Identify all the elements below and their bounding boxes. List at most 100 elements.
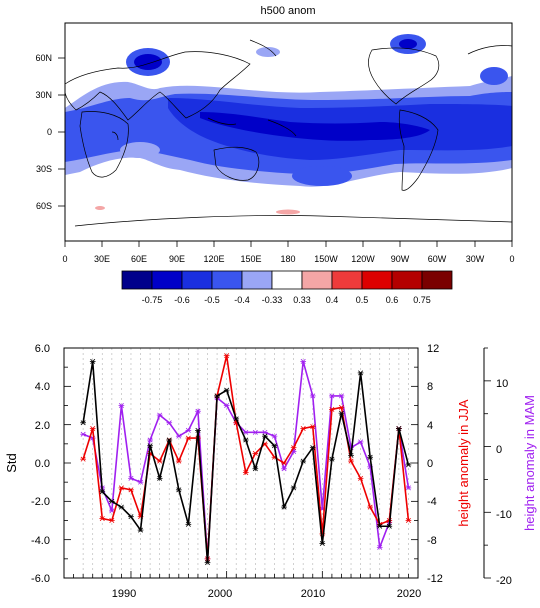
map-lon-tickmarks [64, 241, 513, 247]
data-point-red [118, 485, 125, 491]
data-point-red [80, 456, 86, 462]
coastlines [65, 39, 512, 227]
lat-tick-label: 60N [35, 53, 52, 63]
data-point-black [281, 504, 287, 510]
data-point-purple [262, 429, 268, 435]
data-point-purple [242, 429, 249, 435]
colorbar-swatch [211, 270, 243, 290]
data-point-black [89, 358, 96, 364]
data-point-purple [147, 437, 153, 443]
data-point-red [175, 458, 182, 464]
right-tick-label: -8 [427, 535, 437, 547]
data-point-red [329, 406, 335, 412]
colorbar-label: -0.75 [142, 295, 163, 305]
data-point-black [223, 387, 230, 393]
colorbar-label: -0.5 [204, 295, 220, 305]
data-point-purple [137, 479, 144, 485]
data-point-black [128, 514, 134, 520]
colorbar-swatch [301, 270, 333, 290]
lon-tick-label: 150E [240, 254, 261, 264]
data-point-black [309, 445, 316, 451]
data-point-purple [223, 403, 230, 408]
lon-tick-label: 150W [314, 254, 338, 264]
data-point-purple [118, 403, 125, 408]
x-ticks: 1990 2000 2010 2020 [112, 588, 421, 600]
data-point-purple [271, 433, 278, 439]
right-y-ticks-jja: 12 8 4 0 -4 -8 -12 [427, 343, 443, 585]
data-point-black [80, 420, 86, 426]
anomaly-field [65, 34, 512, 215]
data-point-red [185, 435, 192, 441]
left-tick-label: 4.0 [35, 381, 50, 393]
data-point-purple [300, 358, 307, 364]
left-tick-label: 2.0 [35, 420, 50, 432]
colorbar-swatch [181, 270, 213, 290]
series-line-black [82, 361, 410, 563]
data-point-purple [185, 427, 192, 433]
data-point-black [357, 370, 364, 376]
colorbar-label: 0.6 [386, 295, 399, 305]
lat-tick-label: 0 [47, 127, 52, 137]
data-point-red [128, 487, 134, 493]
data-point-purple [108, 508, 115, 514]
left-y-label: Std [4, 453, 19, 473]
data-point-black [405, 462, 412, 468]
data-point-red [290, 445, 297, 451]
colorbar-label: 0.5 [356, 295, 369, 305]
data-point-red [300, 426, 307, 431]
x-tick-label: 1990 [112, 588, 136, 600]
right-tick-label: -12 [427, 573, 443, 585]
lon-tick-label: 90W [391, 254, 410, 264]
data-point-black [118, 504, 125, 510]
data-point-black [185, 521, 192, 527]
map-lat-ticks: 60N 30N 0 30S 60S [35, 53, 52, 211]
colorbar-swatch [361, 270, 393, 290]
lon-tick-label: 0 [62, 254, 67, 264]
right2-tick-label: -20 [496, 575, 512, 587]
colorbar [121, 270, 453, 290]
right2-tick-label: 0 [496, 444, 502, 456]
lon-tick-label: 120E [203, 254, 224, 264]
colorbar-labels: -0.75 -0.6 -0.5 -0.4 -0.33 0.33 0.4 0.5 … [142, 295, 431, 305]
data-point-purple [329, 393, 335, 399]
data-point-purple [156, 412, 163, 418]
data-point-black [319, 541, 326, 546]
colorbar-swatch [271, 270, 303, 290]
left-tick-label: -4.0 [31, 535, 50, 547]
data-point-purple [80, 431, 86, 437]
colorbar-label: -0.33 [262, 295, 283, 305]
data-point-black [156, 475, 163, 481]
colorbar-swatch [241, 270, 273, 290]
map-title: h500 anom [260, 5, 315, 17]
data-point-purple [166, 420, 173, 426]
right-tick-label: 12 [427, 343, 439, 355]
data-point-red [405, 518, 412, 523]
data-point-black [300, 458, 307, 464]
x-tick-label: 2020 [397, 588, 421, 600]
data-point-purple [128, 475, 134, 481]
data-point-black [99, 489, 106, 495]
data-point-red [357, 475, 364, 481]
right-tick-label: 8 [427, 381, 433, 393]
data-point-purple [309, 393, 316, 399]
line-plot-ticks [64, 347, 419, 579]
data-point-black [214, 393, 220, 399]
x-tick-label: 2010 [301, 588, 325, 600]
data-point-purple [357, 439, 364, 445]
lon-tick-label: 120W [351, 254, 375, 264]
colorbar-label: 0.75 [413, 295, 431, 305]
data-point-red [281, 460, 287, 466]
data-point-black [108, 498, 115, 504]
data-point-purple [252, 429, 259, 435]
lon-tick-label: 90E [169, 254, 185, 264]
lat-tick-label: 60S [36, 201, 52, 211]
colorbar-swatch [421, 270, 453, 290]
data-point-black [147, 443, 153, 449]
left-y-ticks: 6.0 4.0 2.0 0.0 -2.0 -4.0 -6.0 [31, 343, 50, 585]
left-tick-label: -6.0 [31, 573, 50, 585]
colorbar-label: -0.6 [174, 295, 190, 305]
colorbar-label: 0.4 [326, 295, 339, 305]
data-point-purple [175, 433, 182, 439]
data-point-black [376, 523, 383, 529]
